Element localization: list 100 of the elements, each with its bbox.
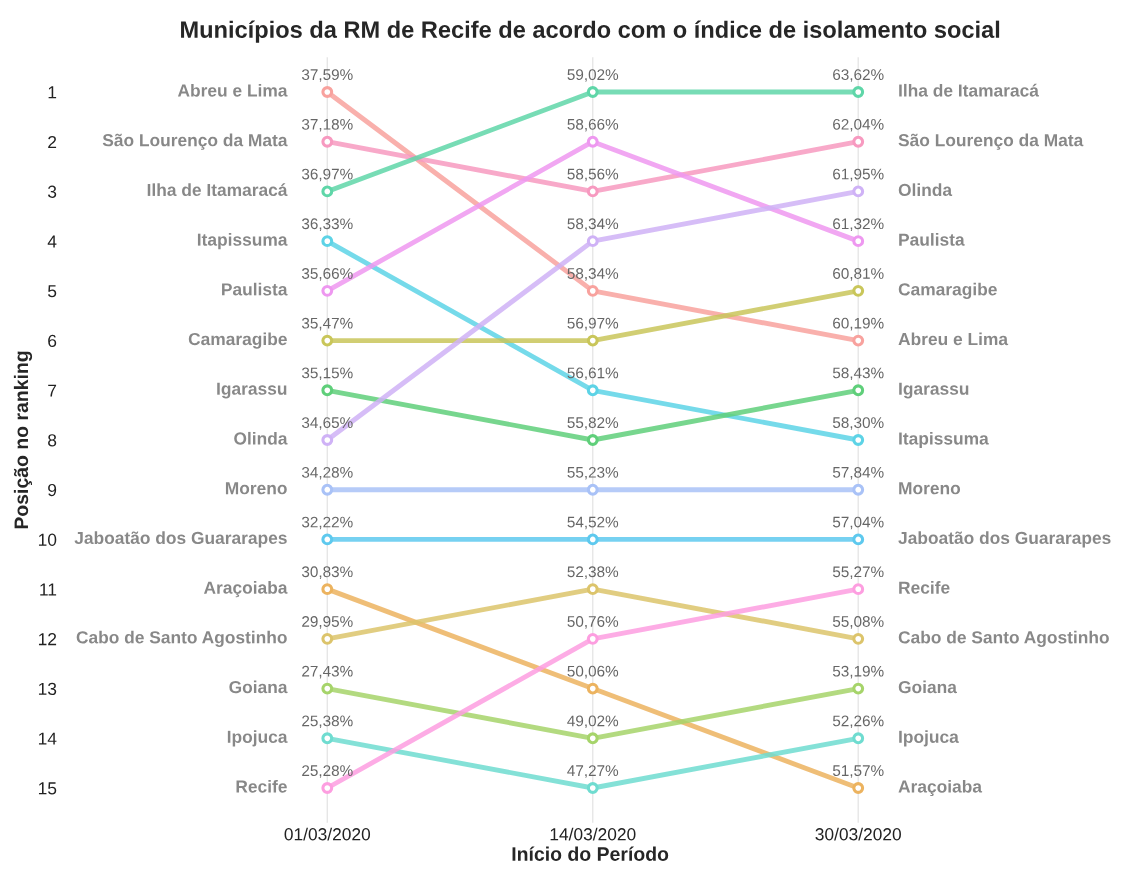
annotation: 51,57% — [832, 765, 884, 778]
annotation: 61,32% — [833, 218, 884, 231]
annotation: 53,19% — [832, 665, 884, 679]
point — [852, 334, 865, 347]
annotation: 37,18% — [301, 118, 353, 132]
y-tick-label: 4 — [47, 235, 57, 248]
annotation: 58,34% — [567, 268, 619, 281]
point — [586, 135, 599, 148]
text: Itapissuma — [197, 233, 288, 250]
text: Jaboatão dos Guararapes — [74, 531, 287, 548]
text: Araçoiaba — [898, 779, 983, 797]
point — [321, 483, 334, 496]
annotation: 60,19% — [833, 317, 884, 331]
point — [852, 583, 865, 596]
text: Camaragibe — [188, 332, 287, 349]
annotation: 63,62% — [833, 69, 884, 82]
point — [852, 682, 865, 695]
annotation: 59,02% — [567, 69, 619, 82]
point — [321, 185, 334, 198]
point — [852, 185, 865, 198]
point — [586, 284, 599, 297]
text: Itapissuma — [899, 431, 989, 449]
point — [321, 682, 334, 695]
point — [852, 384, 865, 397]
point — [586, 632, 599, 645]
y-tick-label: 15 — [38, 782, 57, 795]
annotation: 58,30% — [832, 417, 884, 430]
annotation: 58,56% — [567, 168, 619, 182]
annotation: 58,66% — [567, 118, 619, 132]
point — [852, 235, 865, 248]
text: Ipojuca — [899, 730, 959, 747]
y-tick-label: 9 — [48, 483, 57, 497]
annotation: 49,02% — [567, 715, 619, 729]
point — [321, 284, 334, 297]
point — [321, 86, 334, 98]
annotation: 62,04% — [833, 118, 884, 132]
annotation: 36,33% — [301, 218, 353, 231]
annotation: 36,97% — [301, 168, 353, 182]
point — [586, 434, 599, 446]
annotation: 27,43% — [302, 665, 353, 679]
point — [321, 384, 334, 397]
annotation: 34,28% — [301, 466, 353, 480]
point — [321, 732, 334, 745]
annotation: 34,65% — [301, 417, 353, 430]
point — [321, 434, 334, 446]
x-tick-label: 30/03/2020 — [815, 827, 901, 841]
annotation: 35,47% — [301, 317, 353, 331]
annotation: 55,27% — [832, 566, 884, 579]
x-tick-label: 01/03/2020 — [284, 827, 371, 841]
point — [586, 533, 599, 546]
text: Cabo de Santo Agostinho — [898, 630, 1109, 647]
annotation: 57,84% — [832, 466, 884, 480]
x-axis-title: Início do Período — [512, 846, 669, 861]
point — [586, 185, 599, 198]
text: Ilha de Itamaracá — [147, 183, 288, 197]
annotation: 35,15% — [301, 367, 353, 381]
text: São Lourenço da Mata — [898, 133, 1084, 150]
point — [321, 583, 334, 596]
annotation: 55,23% — [567, 466, 619, 480]
point — [586, 732, 599, 745]
point — [852, 135, 865, 148]
text: Paulista — [222, 282, 288, 296]
annotation: 61,95% — [833, 168, 884, 182]
text: Abreu e Lima — [177, 83, 288, 97]
y-tick-label: 1 — [48, 86, 57, 99]
y-tick-label: 13 — [38, 682, 57, 696]
text: Araçoiaba — [203, 581, 288, 598]
text: Paulista — [899, 233, 965, 246]
point — [321, 632, 334, 645]
text: Igarassu — [217, 382, 287, 399]
point — [321, 135, 334, 148]
point — [586, 583, 599, 596]
y-tick-label: 5 — [48, 285, 57, 298]
annotation: 54,52% — [567, 516, 619, 530]
text: Igarassu — [899, 382, 969, 399]
text: Jaboatão dos Guararapes — [898, 531, 1111, 548]
annotation: 58,43% — [832, 367, 884, 381]
point — [321, 533, 334, 546]
text: Moreno — [225, 482, 287, 495]
y-tick-label: 11 — [40, 583, 57, 596]
text: Abreu e Lima — [898, 332, 1009, 346]
text: Cabo de Santo Agostinho — [76, 630, 287, 647]
point — [852, 782, 865, 794]
annotation: 25,38% — [302, 715, 353, 729]
annotation: 55,82% — [567, 417, 619, 430]
annotation: 50,06% — [567, 665, 619, 679]
annotation: 37,59% — [301, 69, 353, 82]
point — [852, 86, 865, 98]
annotation: 58,34% — [567, 218, 619, 231]
text: Olinda — [898, 183, 953, 197]
point — [852, 434, 865, 446]
point — [852, 483, 865, 496]
y-tick-label: 3 — [47, 185, 57, 198]
annotation: 55,08% — [832, 616, 884, 629]
text: Moreno — [899, 482, 961, 495]
point — [586, 86, 599, 98]
annotation: 57,04% — [832, 516, 884, 530]
y-tick-label: 10 — [38, 533, 57, 546]
text: São Lourenço da Mata — [102, 133, 288, 150]
annotation: 35,66% — [301, 268, 353, 281]
